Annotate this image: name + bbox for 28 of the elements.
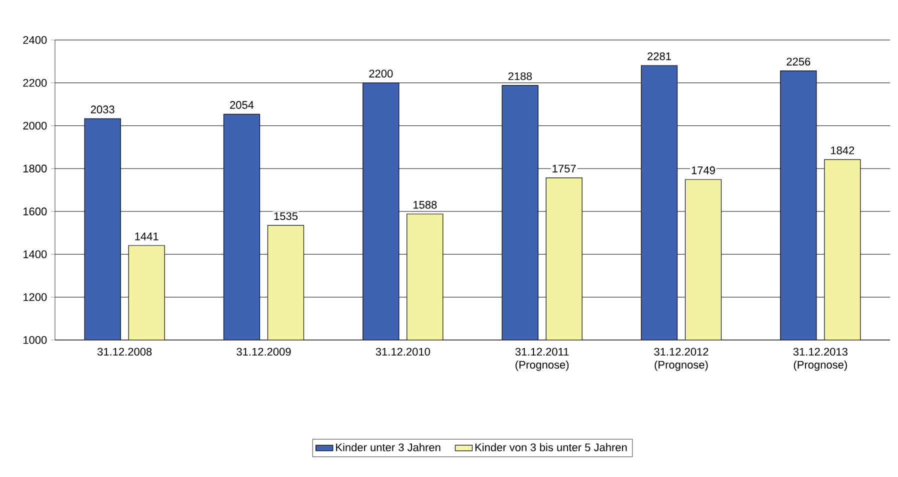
x-tick-label: 31.12.2013 (Prognose) [793, 348, 848, 371]
data-label: 2033 [90, 106, 114, 114]
y-tick-label: 2400 [23, 36, 47, 44]
data-label: 2200 [369, 70, 393, 78]
y-tick-label: 1600 [24, 208, 47, 216]
y-tick-label: 1000 [24, 336, 47, 344]
data-label: 1588 [414, 200, 437, 209]
legend-label: Kinder unter 3 Jahren [336, 443, 440, 452]
y-tick-label: 2000 [23, 122, 47, 130]
data-label: 2281 [648, 52, 671, 60]
y-tick-label: 1200 [24, 293, 47, 302]
data-label: 1441 [135, 232, 158, 240]
y-tick-label: 1800 [24, 164, 47, 172]
data-label: 2054 [230, 101, 254, 109]
x-tick-label: 31.12.2012 (Prognose) [654, 348, 708, 371]
data-label: 2188 [508, 72, 532, 80]
legend-label: Kinder von 3 bis unter 5 Jahren [475, 443, 627, 452]
x-tick-label: 31.12.2009 [236, 348, 291, 356]
data-label: 1757 [552, 164, 576, 172]
data-label: 1749 [692, 166, 715, 174]
x-tick-label: 31.12.2008 [97, 348, 152, 356]
y-tick-label: 2200 [23, 78, 47, 87]
x-tick-label: 31.12.2010 [376, 348, 430, 356]
data-label: 1842 [831, 146, 854, 154]
x-tick-label: 31.12.2011 (Prognose) [515, 348, 569, 371]
data-label: 1535 [274, 212, 298, 220]
data-label: 2256 [786, 58, 810, 66]
y-tick-label: 1400 [24, 250, 47, 258]
